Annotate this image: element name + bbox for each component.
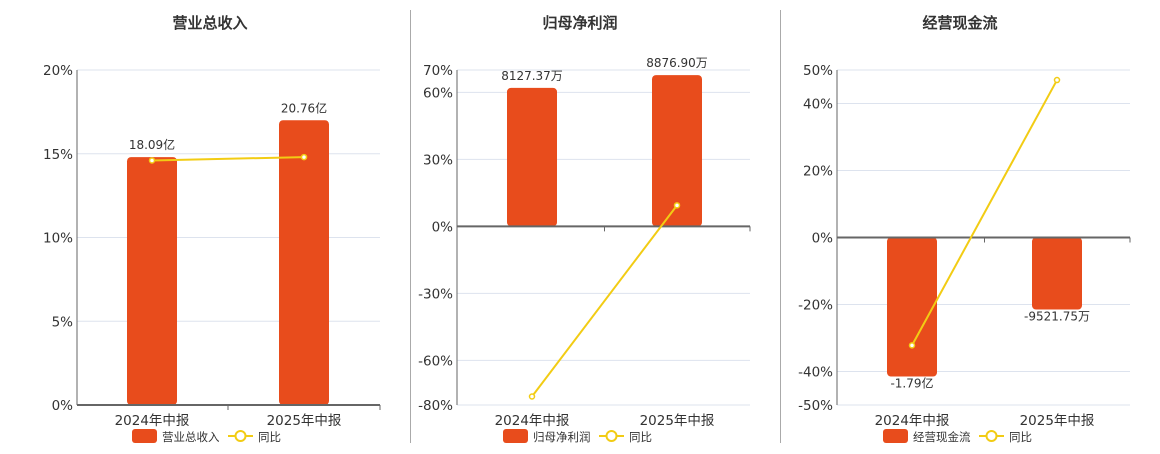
x-tick-label: 2024年中报 xyxy=(115,413,190,429)
legend-bar-label[interactable]: 营业总收入 xyxy=(162,430,220,444)
y-tick-label: -20% xyxy=(798,298,833,314)
legend-bar-swatch[interactable] xyxy=(883,429,908,443)
y-tick-label: 30% xyxy=(423,152,453,168)
yoy-line xyxy=(911,79,1058,346)
bar xyxy=(127,157,177,405)
x-tick-label: 2024年中报 xyxy=(875,413,950,429)
yoy-point xyxy=(300,153,308,161)
chart-cash-flow-svg: 经营现金流 -50% -40% -20% 0% 20% 40% 50% -1.79亿 -9521.… xyxy=(798,14,1131,444)
yoy-point xyxy=(673,202,681,209)
chart-net-profit-svg: 归母净利润 -80% -60% -30% 0% 30% 60% 70% 8127.37万 8876… xyxy=(418,14,751,444)
legend-line-label[interactable]: 同比 xyxy=(629,430,652,444)
divider xyxy=(780,10,781,443)
yoy-line xyxy=(151,156,305,162)
x-tick-label: 2025年中报 xyxy=(1020,413,1095,429)
yoy-point xyxy=(1053,76,1061,84)
legend-bar-swatch[interactable] xyxy=(132,429,157,443)
y-tick-label: 70% xyxy=(423,63,453,79)
legend-line-label[interactable]: 同比 xyxy=(1009,430,1032,444)
y-tick-label: 0% xyxy=(812,231,834,247)
legend-bar-swatch[interactable] xyxy=(503,429,528,443)
y-tick-label: 50% xyxy=(803,63,833,79)
legend-bar-label[interactable]: 经营现金流 xyxy=(913,430,971,444)
yoy-line xyxy=(531,204,678,398)
x-tick-label: 2024年中报 xyxy=(495,413,570,429)
bar-value-label: 18.09亿 xyxy=(129,137,175,152)
bar xyxy=(652,75,702,227)
x-tick-label: 2025年中报 xyxy=(267,413,342,429)
chart-revenue-svg: 营业总收入 0% 5% 10% 15% 20% 18.09亿 20.76亿 2024年中报 202… xyxy=(43,14,381,444)
chart-title: 经营现金流 xyxy=(922,14,997,32)
yoy-point xyxy=(148,157,156,164)
legend-bar-label[interactable]: 归母净利润 xyxy=(533,430,591,444)
y-tick-label: 0% xyxy=(52,398,74,414)
y-tick-label: -40% xyxy=(798,365,833,381)
y-tick-label: -80% xyxy=(418,398,453,414)
legend-line-marker-icon xyxy=(605,430,618,442)
y-tick-label: 40% xyxy=(803,97,833,113)
y-tick-label: 60% xyxy=(423,85,453,101)
yoy-point xyxy=(908,342,916,349)
chart-cash-flow: 经营现金流 -50% -40% -20% 0% 20% 40% 50% -1.79亿 -9521.… xyxy=(760,0,1160,450)
y-tick-label: 10% xyxy=(43,231,73,247)
y-tick-label: -60% xyxy=(418,353,453,369)
legend-line-label[interactable]: 同比 xyxy=(258,430,281,444)
chart-title: 营业总收入 xyxy=(172,14,247,32)
y-tick-label: -30% xyxy=(418,286,453,302)
chart-net-profit: 归母净利润 -80% -60% -30% 0% 30% 60% 70% 8127.37万 8876… xyxy=(380,0,780,450)
y-tick-label: 20% xyxy=(803,164,833,180)
divider xyxy=(410,10,411,443)
bar xyxy=(507,87,557,227)
y-tick-label: 0% xyxy=(432,219,454,235)
yoy-point xyxy=(528,393,536,400)
chart-title: 归母净利润 xyxy=(542,14,617,32)
bar-value-label: 8127.37万 xyxy=(501,69,563,83)
bar-value-label: 20.76亿 xyxy=(281,100,327,115)
chart-revenue: 营业总收入 0% 5% 10% 15% 20% 18.09亿 20.76亿 2024年中报 202… xyxy=(0,0,400,450)
x-tick-label: 2025年中报 xyxy=(640,413,715,429)
bar-value-label: -1.79亿 xyxy=(890,376,933,391)
legend-line-marker-icon xyxy=(985,430,998,442)
bar xyxy=(887,237,937,377)
y-tick-label: -50% xyxy=(798,398,833,414)
bar xyxy=(1032,237,1082,310)
bar-value-label: 8876.90万 xyxy=(646,56,708,70)
bar-value-label: -9521.75万 xyxy=(1024,310,1090,324)
legend-line-marker-icon xyxy=(234,430,247,442)
y-tick-label: 5% xyxy=(52,314,74,330)
bar xyxy=(279,120,329,405)
y-tick-label: 20% xyxy=(43,63,73,79)
y-tick-label: 15% xyxy=(43,147,73,163)
